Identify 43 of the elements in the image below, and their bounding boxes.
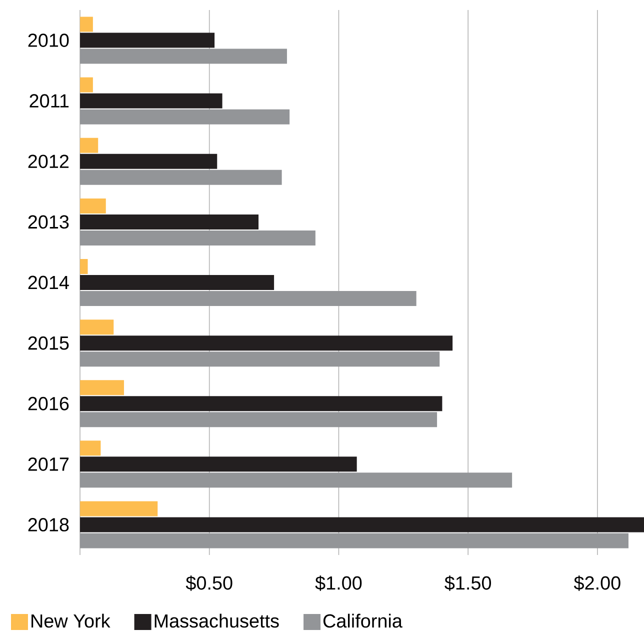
bar bbox=[80, 440, 101, 456]
y-tick-label: 2015 bbox=[28, 336, 69, 350]
bar bbox=[80, 291, 416, 306]
bar bbox=[80, 456, 357, 472]
bar bbox=[80, 154, 218, 169]
bar bbox=[80, 93, 222, 108]
bar bbox=[80, 138, 98, 153]
x-tick-label: $1.00 bbox=[315, 576, 362, 591]
x-tick-label: $2.00 bbox=[574, 576, 620, 591]
bar bbox=[80, 412, 438, 428]
bar bbox=[80, 170, 282, 185]
bar bbox=[80, 16, 93, 32]
y-tick-label: 2014 bbox=[28, 276, 69, 290]
y-tick-label: 2018 bbox=[28, 518, 69, 532]
bar bbox=[80, 275, 274, 290]
y-tick-label: 2012 bbox=[28, 154, 69, 168]
y-tick-label: 2011 bbox=[30, 94, 69, 108]
legend-label: Massachusetts bbox=[154, 614, 279, 628]
x-tick-label: $0.50 bbox=[186, 576, 232, 591]
x-tick-label: $1.50 bbox=[444, 576, 492, 591]
bar bbox=[80, 259, 88, 274]
bar bbox=[80, 501, 158, 516]
bar bbox=[80, 472, 512, 488]
bar bbox=[80, 109, 290, 124]
y-tick-label: 2016 bbox=[28, 396, 69, 410]
bar bbox=[80, 230, 316, 246]
bar bbox=[80, 352, 440, 367]
bar bbox=[80, 32, 215, 48]
bar bbox=[80, 214, 259, 230]
bar bbox=[80, 380, 124, 396]
y-tick-label: 2013 bbox=[28, 215, 69, 229]
bar bbox=[80, 77, 93, 92]
y-tick-label: 2017 bbox=[28, 457, 69, 471]
bar bbox=[80, 320, 114, 335]
bar bbox=[80, 336, 453, 351]
legend-label: New York bbox=[32, 614, 110, 628]
bar bbox=[80, 533, 628, 548]
bar bbox=[80, 396, 442, 412]
bar bbox=[80, 48, 287, 64]
bar bbox=[80, 517, 644, 532]
legend-label: California bbox=[323, 614, 402, 628]
bar bbox=[80, 198, 106, 214]
y-tick-label: 2010 bbox=[28, 34, 69, 47]
